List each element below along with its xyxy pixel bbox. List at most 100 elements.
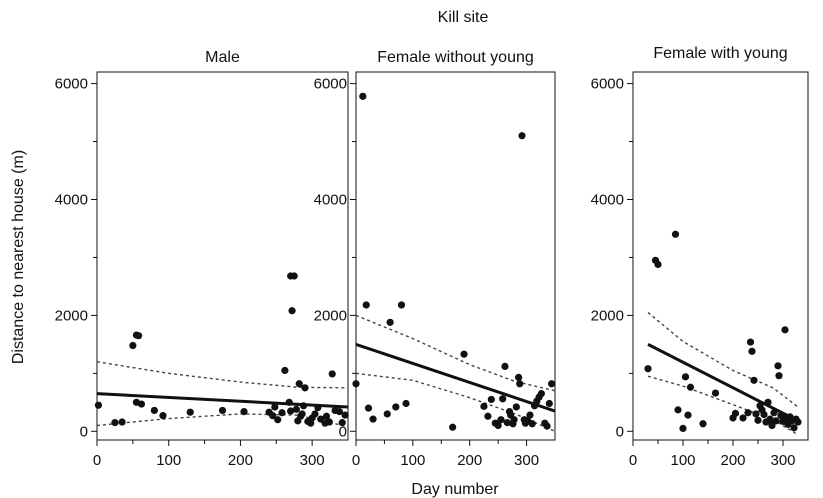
data-point xyxy=(748,347,756,355)
data-point xyxy=(731,409,740,417)
data-point xyxy=(547,380,556,388)
plot-frame xyxy=(96,71,349,441)
data-point xyxy=(790,424,798,432)
data-point xyxy=(754,416,762,424)
data-point xyxy=(711,389,720,397)
data-point xyxy=(494,421,502,430)
y-tick-label: 4000 xyxy=(314,191,347,208)
data-point xyxy=(362,301,370,309)
y-tick-label: 4000 xyxy=(55,191,88,208)
data-point xyxy=(386,318,394,326)
data-point xyxy=(515,373,523,382)
data-point xyxy=(290,272,298,280)
x-tick-label: 100 xyxy=(670,452,695,469)
data-point xyxy=(528,420,536,428)
data-point xyxy=(118,418,126,426)
data-point xyxy=(325,418,333,426)
data-point xyxy=(274,416,282,424)
ci-upper-line xyxy=(97,361,348,389)
data-point xyxy=(383,410,391,418)
data-point xyxy=(484,412,492,420)
y-axis-title: Distance to nearest house (m) xyxy=(10,150,27,364)
data-point xyxy=(335,408,343,416)
data-point xyxy=(752,410,760,418)
data-point xyxy=(543,422,551,430)
panel-male: Male 0 2000 4000 6000 0 100 200 300 xyxy=(55,49,349,469)
data-point xyxy=(240,408,248,416)
x-tick-label: 100 xyxy=(156,452,181,469)
data-point xyxy=(311,410,319,418)
data-point xyxy=(352,380,360,388)
x-tick-label: 300 xyxy=(300,452,325,469)
x-tick-label: 0 xyxy=(629,452,637,469)
y-tick-label: 4000 xyxy=(591,191,624,208)
y-tick-label: 6000 xyxy=(314,76,347,93)
data-point xyxy=(654,260,662,269)
data-point xyxy=(537,390,545,398)
plot-frame xyxy=(355,71,556,441)
panel-title: Male xyxy=(205,49,240,66)
data-point xyxy=(292,405,300,413)
panel-female-with-young: Female with young 0 2000 4000 6000 0 100 200 30… xyxy=(591,45,809,469)
ci-upper-line xyxy=(647,311,799,408)
x-tick-label: 0 xyxy=(352,452,360,469)
data-point xyxy=(794,418,802,426)
data-point xyxy=(269,412,277,420)
ci-upper-line xyxy=(356,314,555,392)
data-point xyxy=(750,376,758,384)
data-point xyxy=(150,406,158,415)
data-point xyxy=(644,365,652,373)
data-point xyxy=(770,409,778,417)
data-point xyxy=(285,398,293,406)
y-tick-label: 6000 xyxy=(591,76,624,93)
x-tick-label: 200 xyxy=(720,452,745,469)
data-point xyxy=(294,417,302,425)
data-point xyxy=(301,384,309,392)
regression-line xyxy=(356,342,555,413)
y-tick-label: 2000 xyxy=(55,307,88,324)
data-point xyxy=(369,415,377,423)
data-point xyxy=(487,395,495,404)
data-point xyxy=(288,307,296,315)
x-tick-label: 100 xyxy=(400,452,425,469)
data-point xyxy=(739,414,747,422)
y-tick-label: 0 xyxy=(616,423,624,440)
y-tick-label: 0 xyxy=(80,423,88,440)
data-point xyxy=(460,350,468,358)
data-point xyxy=(94,401,103,409)
data-point xyxy=(134,332,143,340)
data-point xyxy=(526,411,534,419)
data-point xyxy=(218,406,227,415)
data-point xyxy=(287,407,295,415)
data-point xyxy=(772,417,780,425)
data-point xyxy=(338,419,346,427)
data-point xyxy=(681,373,690,381)
data-point xyxy=(512,403,520,411)
data-point xyxy=(295,380,303,388)
data-point xyxy=(281,366,289,375)
data-point xyxy=(397,301,406,309)
data-point xyxy=(480,402,488,410)
data-point xyxy=(314,403,322,412)
data-point xyxy=(516,380,524,388)
data-point xyxy=(760,410,768,419)
data-point xyxy=(766,415,774,423)
data-point xyxy=(341,411,349,419)
data-point xyxy=(499,395,507,403)
data-point xyxy=(392,403,400,411)
data-point xyxy=(298,410,306,418)
data-point xyxy=(364,404,373,412)
ci-lower-line xyxy=(356,372,555,432)
y-tick-label: 6000 xyxy=(55,76,88,93)
x-tick-label: 300 xyxy=(770,452,795,469)
x-tick-label: 300 xyxy=(514,452,539,469)
data-point xyxy=(764,398,772,406)
data-point xyxy=(686,383,695,391)
data-point xyxy=(679,424,687,433)
data-point xyxy=(674,406,682,414)
data-point xyxy=(322,412,331,420)
data-point xyxy=(503,419,511,427)
x-tick-label: 200 xyxy=(228,452,253,469)
data-point xyxy=(775,372,783,380)
